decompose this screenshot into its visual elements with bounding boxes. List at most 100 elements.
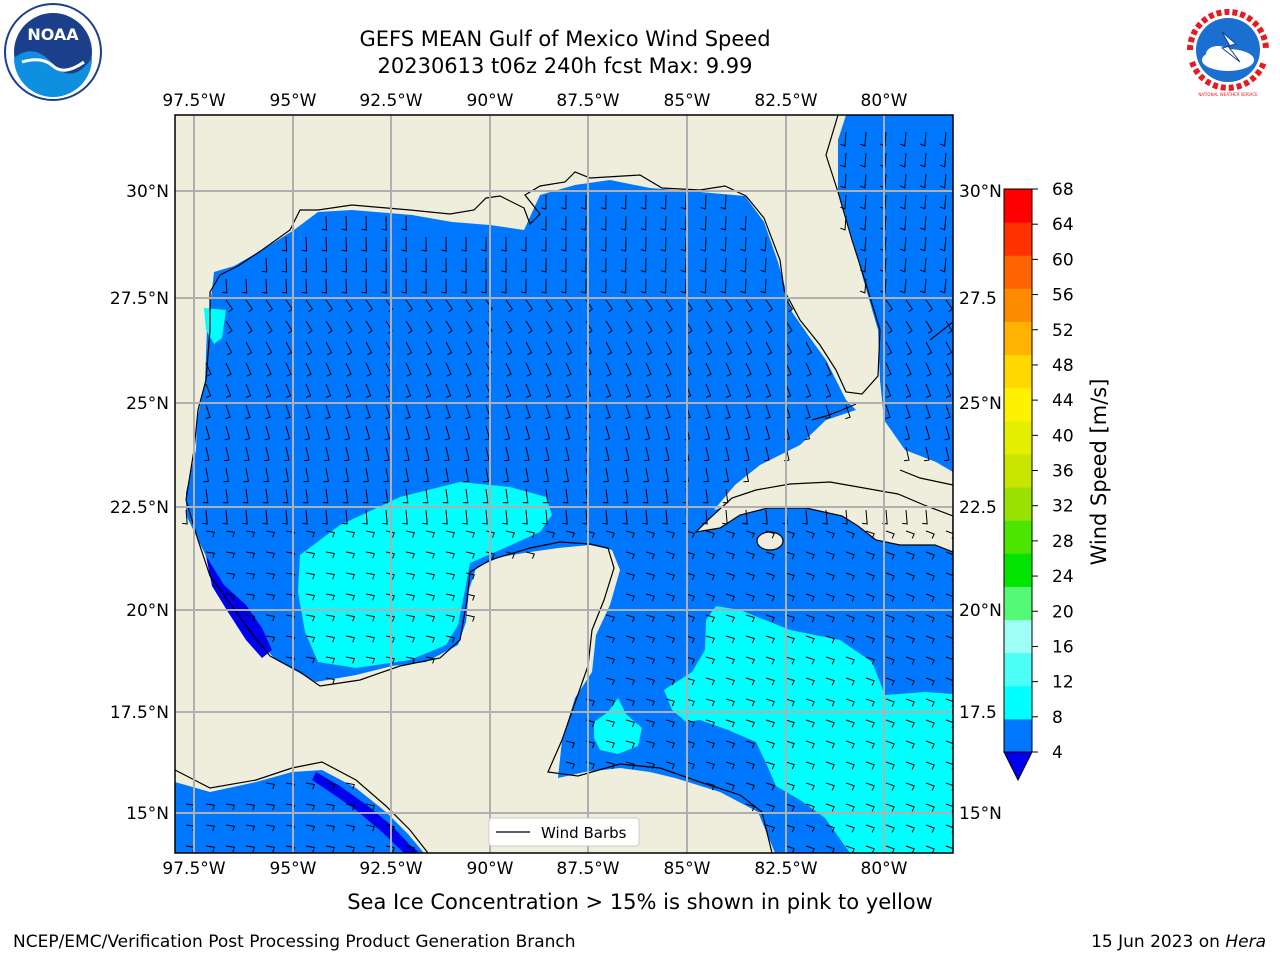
wind-barb bbox=[265, 614, 276, 622]
wind-barb bbox=[865, 803, 875, 812]
wind-barb bbox=[945, 404, 951, 420]
wind-barb bbox=[663, 446, 670, 462]
wind-barb bbox=[465, 299, 474, 313]
wind-barb bbox=[865, 530, 875, 539]
lat-label: 25°N bbox=[126, 394, 169, 414]
colorbar-segment bbox=[1004, 288, 1032, 322]
wind-barb bbox=[825, 677, 835, 686]
wind-barb bbox=[405, 614, 415, 622]
wind-barb bbox=[705, 341, 713, 356]
wind-barb bbox=[563, 446, 570, 462]
wind-barb bbox=[343, 467, 349, 483]
wind-barb bbox=[225, 593, 236, 601]
wind-barb bbox=[205, 362, 212, 377]
wind-barb bbox=[643, 446, 650, 462]
wind-barb bbox=[245, 383, 252, 398]
wind-barb bbox=[345, 341, 353, 356]
wind-barb bbox=[660, 215, 667, 231]
colorbar-segment bbox=[1004, 685, 1032, 720]
wind-barb bbox=[939, 152, 947, 168]
wind-barb bbox=[925, 845, 935, 853]
wind-barb bbox=[925, 341, 933, 356]
wind-barb bbox=[425, 530, 435, 538]
wind-barb bbox=[625, 677, 635, 686]
wind-barb bbox=[665, 383, 672, 398]
wind-barb bbox=[225, 383, 232, 398]
wind-barb bbox=[665, 614, 675, 623]
map-legend: Wind Barbs bbox=[488, 817, 640, 847]
wind-barb bbox=[364, 425, 371, 441]
lon-label: 85°W bbox=[664, 859, 711, 879]
wind-barb bbox=[785, 341, 793, 356]
wind-barb bbox=[745, 677, 755, 686]
wind-barb bbox=[764, 425, 771, 441]
wind-barb bbox=[905, 824, 915, 833]
wind-barb bbox=[845, 698, 855, 707]
wind-barb bbox=[242, 509, 248, 525]
wind-barb bbox=[885, 383, 892, 398]
wind-barb bbox=[401, 278, 407, 294]
wind-barb bbox=[342, 509, 348, 525]
wind-barb bbox=[845, 404, 851, 420]
wind-barb bbox=[445, 404, 451, 420]
wind-barb bbox=[422, 488, 429, 504]
wind-barb bbox=[405, 362, 412, 377]
wind-barb bbox=[325, 404, 331, 420]
wind-barb bbox=[623, 467, 629, 483]
wind-barb bbox=[725, 593, 735, 602]
wind-barb bbox=[580, 278, 587, 294]
wind-barb bbox=[845, 572, 855, 581]
wind-barb bbox=[945, 383, 952, 398]
wind-barb bbox=[545, 299, 554, 313]
wind-barb bbox=[445, 299, 454, 313]
wind-barb bbox=[505, 551, 515, 559]
wind-barb bbox=[825, 593, 835, 602]
wind-barb bbox=[905, 551, 915, 560]
wind-barb bbox=[885, 404, 891, 420]
wind-barb bbox=[685, 677, 695, 686]
wind-barb bbox=[640, 257, 647, 273]
wind-barb bbox=[565, 740, 575, 748]
wind-barb bbox=[405, 593, 415, 601]
wind-barb bbox=[520, 278, 527, 294]
wind-barb bbox=[900, 257, 907, 273]
wind-barb bbox=[625, 551, 635, 560]
wind-barb bbox=[845, 761, 855, 770]
wind-barb bbox=[305, 362, 312, 377]
wind-barb bbox=[745, 572, 755, 581]
wind-barb bbox=[385, 845, 395, 853]
wind-barb bbox=[462, 488, 469, 504]
lon-label: 80°W bbox=[861, 859, 908, 879]
wind-barb bbox=[840, 152, 847, 168]
wind-barb bbox=[445, 530, 455, 538]
wind-barb bbox=[321, 215, 328, 231]
wind-barb bbox=[445, 320, 453, 334]
wind-barb bbox=[265, 362, 272, 377]
wind-barb bbox=[325, 530, 335, 538]
wind-barb bbox=[421, 278, 427, 294]
wind-barb bbox=[481, 279, 487, 294]
wind-barb bbox=[203, 467, 209, 483]
wind-barb bbox=[722, 488, 729, 504]
wind-barb bbox=[205, 404, 211, 420]
wind-barb bbox=[743, 446, 750, 462]
wind-barb bbox=[939, 215, 947, 231]
wind-barb bbox=[385, 299, 394, 313]
wind-barb bbox=[465, 614, 475, 622]
wind-barb bbox=[600, 194, 607, 210]
wind-barb bbox=[765, 362, 772, 377]
wind-barb bbox=[465, 362, 472, 377]
wind-barb bbox=[565, 761, 575, 769]
colorbar-tick-label: 24 bbox=[1052, 567, 1074, 587]
wind-barb bbox=[905, 341, 913, 356]
wind-barb bbox=[225, 551, 236, 559]
wind-barb bbox=[265, 320, 273, 334]
wind-barb bbox=[703, 467, 709, 483]
wind-barb bbox=[540, 236, 547, 252]
wind-barb bbox=[365, 551, 375, 559]
wind-barb bbox=[503, 446, 510, 462]
wind-barb bbox=[205, 803, 216, 811]
wind-barb bbox=[785, 614, 795, 623]
wind-barb bbox=[925, 719, 935, 728]
colorbar-tick-label: 52 bbox=[1052, 321, 1074, 341]
